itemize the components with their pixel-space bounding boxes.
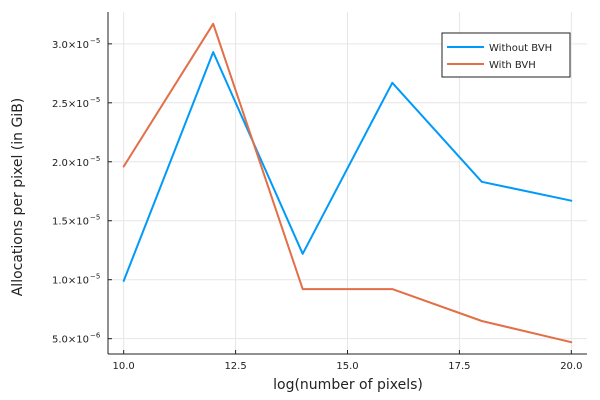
series-line-without-bvh <box>122 51 573 282</box>
legend-box <box>441 32 571 78</box>
series-lines <box>122 22 573 344</box>
x-tick-label: 20.0 <box>560 361 582 372</box>
legend-label-without-bvh: Without BVH <box>489 43 552 54</box>
x-axis-label: log(number of pixels) <box>273 377 423 393</box>
x-tick-label: 12.5 <box>224 361 246 372</box>
y-tick-exponent: −5 <box>90 214 100 222</box>
grid-lines <box>108 12 587 354</box>
y-tick-exponent: −5 <box>90 273 100 281</box>
y-tick-label: 3.0×10 <box>52 40 89 51</box>
series-line-with-bvh <box>122 22 573 344</box>
x-tick-label: 10.0 <box>113 361 135 372</box>
x-tick-label: 17.5 <box>448 361 470 372</box>
y-tick-label: 1.0×10 <box>52 276 89 287</box>
y-tick-label: 2.5×10 <box>52 99 89 110</box>
y-tick-label: 2.0×10 <box>52 158 89 169</box>
y-tick-exponent: −5 <box>90 96 100 104</box>
x-tick-label: 15.0 <box>336 361 358 372</box>
y-tick-label: 5.0×10 <box>52 335 89 346</box>
x-axis-ticks: 10.0 12.5 15.0 17.5 20.0 <box>113 350 582 372</box>
y-tick-exponent: −5 <box>90 155 100 163</box>
legend-label-with-bvh: With BVH <box>489 60 536 71</box>
y-tick-exponent: −5 <box>90 37 100 45</box>
y-axis-ticks: 5.0×10 −61.0×10 −51.5×10 −52.0×10 −52.5×10 −5… <box>52 37 112 346</box>
y-axis-label: Allocations per pixel (in GiB) <box>10 98 26 297</box>
y-tick-label: 1.5×10 <box>52 217 89 228</box>
y-tick-exponent: −6 <box>90 332 101 340</box>
legend: Without BVH With BVH <box>441 32 571 78</box>
